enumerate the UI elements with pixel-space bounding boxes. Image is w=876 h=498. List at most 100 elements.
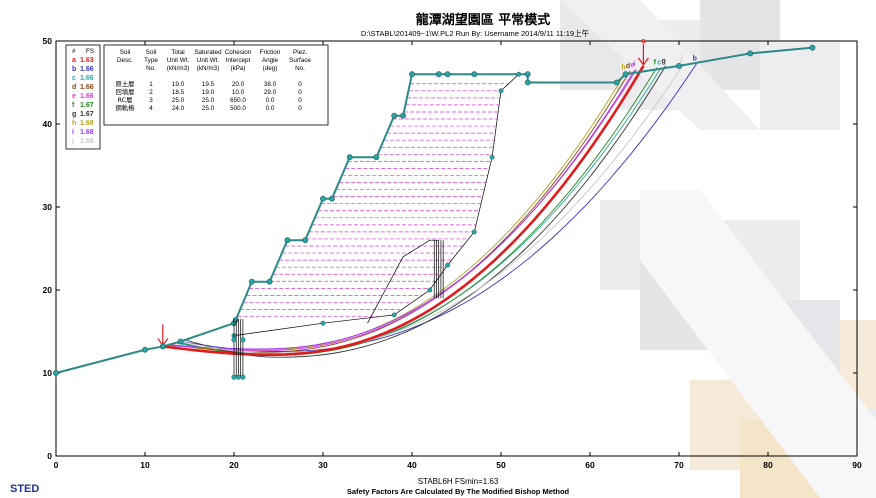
soil-table-cell: 19.5 [202, 81, 215, 88]
watermark-stripe [560, 0, 760, 130]
red-arrow-head [637, 57, 649, 66]
fs-legend-id: d [72, 84, 76, 91]
x-tick-label: 0 [54, 460, 59, 470]
soil-table-cell: 25.0 [172, 97, 185, 104]
trial-surface-label: i [633, 61, 635, 68]
soil-table-cell: 25.0 [202, 97, 215, 104]
fs-legend-header: # [72, 48, 76, 55]
soil-table-cell: 0 [298, 81, 302, 88]
plot-frame [55, 40, 858, 457]
soil-table-header: Type [144, 57, 158, 64]
fs-legend-id: c [72, 75, 76, 82]
fs-legend-id: j [71, 138, 74, 145]
fs-legend-value: 1.68 [80, 138, 94, 145]
fs-legend-value: 1.63 [80, 57, 94, 64]
wall-node [231, 374, 237, 380]
boundary-node [489, 154, 495, 160]
soil-table-cell: 回填層 [116, 87, 135, 96]
trial-surface-label: f [654, 60, 657, 67]
ground-node [524, 79, 531, 86]
trial-surface-label: e [631, 62, 635, 69]
soil-table-header: Cohesion [225, 49, 252, 56]
fs-legend-value: 1.68 [80, 120, 94, 127]
ground-node [302, 237, 309, 244]
soil-table-cell: 10.0 [232, 89, 245, 96]
fs-legend-id: e [72, 93, 76, 100]
x-tick-label: 30 [318, 460, 328, 470]
soil-table-cell: 38.0 [264, 81, 277, 88]
soil-table-header: Saturated [194, 49, 222, 56]
soil-table-cell: 500.0 [230, 105, 246, 112]
ground-node [409, 71, 415, 78]
chart-title: 龍潭湖望園區 平常模式 [416, 12, 551, 28]
soil-table-header: Unit Wt. [197, 57, 220, 64]
trial-surface-d [171, 70, 631, 353]
soil-table-header: (deg) [263, 65, 278, 72]
ground-node [346, 154, 353, 161]
x-tick-label: 50 [496, 460, 506, 470]
soil-table-header: Surface [289, 57, 311, 64]
soil-table-cell: 鋼軌樁 [116, 103, 136, 112]
soil-table-cell: 2 [149, 89, 153, 96]
wall-node [240, 374, 246, 380]
soil-table-header: Piez. [293, 49, 307, 56]
wall-node [231, 337, 237, 343]
fs-legend-box [65, 44, 101, 150]
fs-legend-value: 1.66 [80, 66, 94, 73]
ground-node [177, 338, 184, 345]
trial-surface-label: d [626, 63, 630, 70]
soil-table-cell: RC層 [118, 96, 133, 104]
ground-node [524, 71, 531, 78]
ground-node [284, 237, 291, 244]
soil-table-box [103, 44, 329, 126]
boundary-node [516, 71, 522, 77]
fs-legend-value: 1.67 [80, 102, 94, 109]
boundary-node [498, 88, 504, 94]
fs-legend-value: 1.66 [80, 84, 94, 91]
ground-node [435, 71, 442, 78]
trial-surface-label: g [662, 58, 666, 65]
fs-legend-id: g [72, 111, 76, 118]
x-tick-label: 70 [674, 460, 684, 470]
soil-table-header: Intercept [226, 57, 251, 64]
watermark-stripe [640, 190, 876, 498]
trial-surface-j [180, 63, 684, 354]
soil-table-header: Soil [120, 49, 131, 56]
soil-table-cell: 0.0 [266, 97, 275, 104]
fs-legend-value: 1.66 [80, 93, 94, 100]
trial-surface-h [167, 72, 626, 351]
soil-table-cell: 0 [298, 97, 302, 104]
trial-surface-label: j [679, 56, 682, 63]
fs-legend-header: FS [86, 48, 94, 55]
soil-table-cell: 650.0 [230, 97, 246, 104]
ground-node [391, 112, 398, 119]
soil-table-cell: 原土層 [116, 79, 135, 88]
soil-table-header: Soil [146, 49, 157, 56]
inner-boundary [367, 239, 439, 324]
ground-node [248, 278, 255, 285]
chart-subtitle: D:\STABL\201409~1\W.PL2 Run By: Username… [361, 28, 590, 38]
soil-table-header: No. [295, 65, 305, 72]
ground-node [747, 50, 754, 57]
footer-method: Safety Factors Are Calculated By The Mod… [347, 487, 570, 496]
x-tick-label: 40 [407, 460, 417, 470]
soil-table-cell: 19.0 [172, 81, 185, 88]
ground-node [320, 195, 326, 202]
soil-table-header: (kN/m3) [167, 65, 189, 72]
soil-table-cell: 25.0 [202, 105, 215, 112]
boundary-node [471, 229, 477, 235]
fs-legend-id: h [72, 120, 76, 127]
soil-table-header: Unit Wt. [167, 57, 190, 64]
trial-surface-label: c [657, 60, 661, 67]
soil-table-cell: 1 [149, 81, 153, 88]
x-tick-label: 90 [852, 460, 862, 470]
soil-table-cell: 0 [298, 89, 302, 96]
program-label: STED [10, 483, 40, 495]
wall-node [235, 374, 241, 380]
soil-table-cell: 20.0 [232, 81, 245, 88]
critical-surface-label: a [641, 38, 645, 45]
ground-node [444, 71, 451, 78]
boundary-node [427, 287, 433, 293]
y-tick-label: 50 [43, 36, 53, 46]
